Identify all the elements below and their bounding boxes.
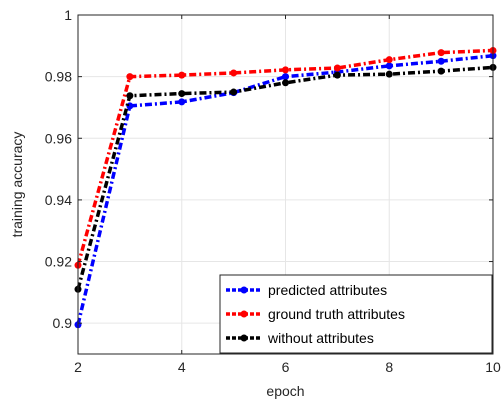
legend-label: ground truth attributes: [268, 306, 405, 322]
data-point: [126, 102, 134, 110]
legend-item: predicted attributes: [226, 282, 387, 298]
data-point: [178, 90, 186, 98]
data-point: [282, 73, 289, 81]
legend-item: ground truth attributes: [226, 306, 405, 322]
y-tick-label: 1: [64, 7, 72, 23]
data-point: [437, 49, 445, 57]
x-tick-label: 4: [178, 359, 186, 375]
y-axis-label: training accuracy: [9, 132, 25, 238]
y-tick-label: 0.96: [45, 130, 72, 146]
y-tick-label: 0.94: [45, 192, 72, 208]
series-layer: [74, 46, 497, 329]
series-line: [76, 53, 494, 326]
legend-item: without attributes: [226, 330, 374, 346]
x-tick-label: 8: [385, 359, 393, 375]
legend: predicted attributes ground truth attribu…: [219, 274, 493, 354]
data-point: [282, 79, 289, 87]
y-tick-label: 0.9: [53, 315, 73, 331]
y-tick-label: 0.92: [45, 254, 72, 270]
data-point: [385, 70, 393, 78]
y-tick-label: 0.98: [45, 69, 72, 85]
data-point: [282, 66, 289, 74]
data-point: [437, 67, 445, 75]
x-axis-label: epoch: [266, 383, 304, 399]
x-tick-label: 10: [485, 359, 501, 375]
series-2: [74, 63, 497, 293]
data-point: [126, 73, 134, 81]
legend-marker: [240, 310, 248, 318]
legend-label: predicted attributes: [268, 282, 387, 298]
legend-marker: [240, 334, 248, 342]
axis-ticks: 2 4 6 8 10 0.9 0.92 0.94 0.96 0.98 1: [45, 7, 501, 375]
data-point: [178, 98, 186, 106]
data-point: [437, 57, 445, 65]
legend-label: without attributes: [267, 330, 374, 346]
data-point: [230, 88, 238, 96]
x-tick-label: 6: [282, 359, 290, 375]
legend-marker: [240, 286, 248, 294]
data-point: [126, 92, 134, 100]
data-point: [385, 62, 393, 70]
x-tick-label: 2: [74, 359, 82, 375]
data-point: [178, 71, 186, 79]
data-point: [333, 64, 341, 72]
data-point: [385, 56, 393, 64]
data-point: [333, 71, 341, 79]
legend-box: [219, 274, 493, 354]
data-point: [230, 69, 238, 77]
